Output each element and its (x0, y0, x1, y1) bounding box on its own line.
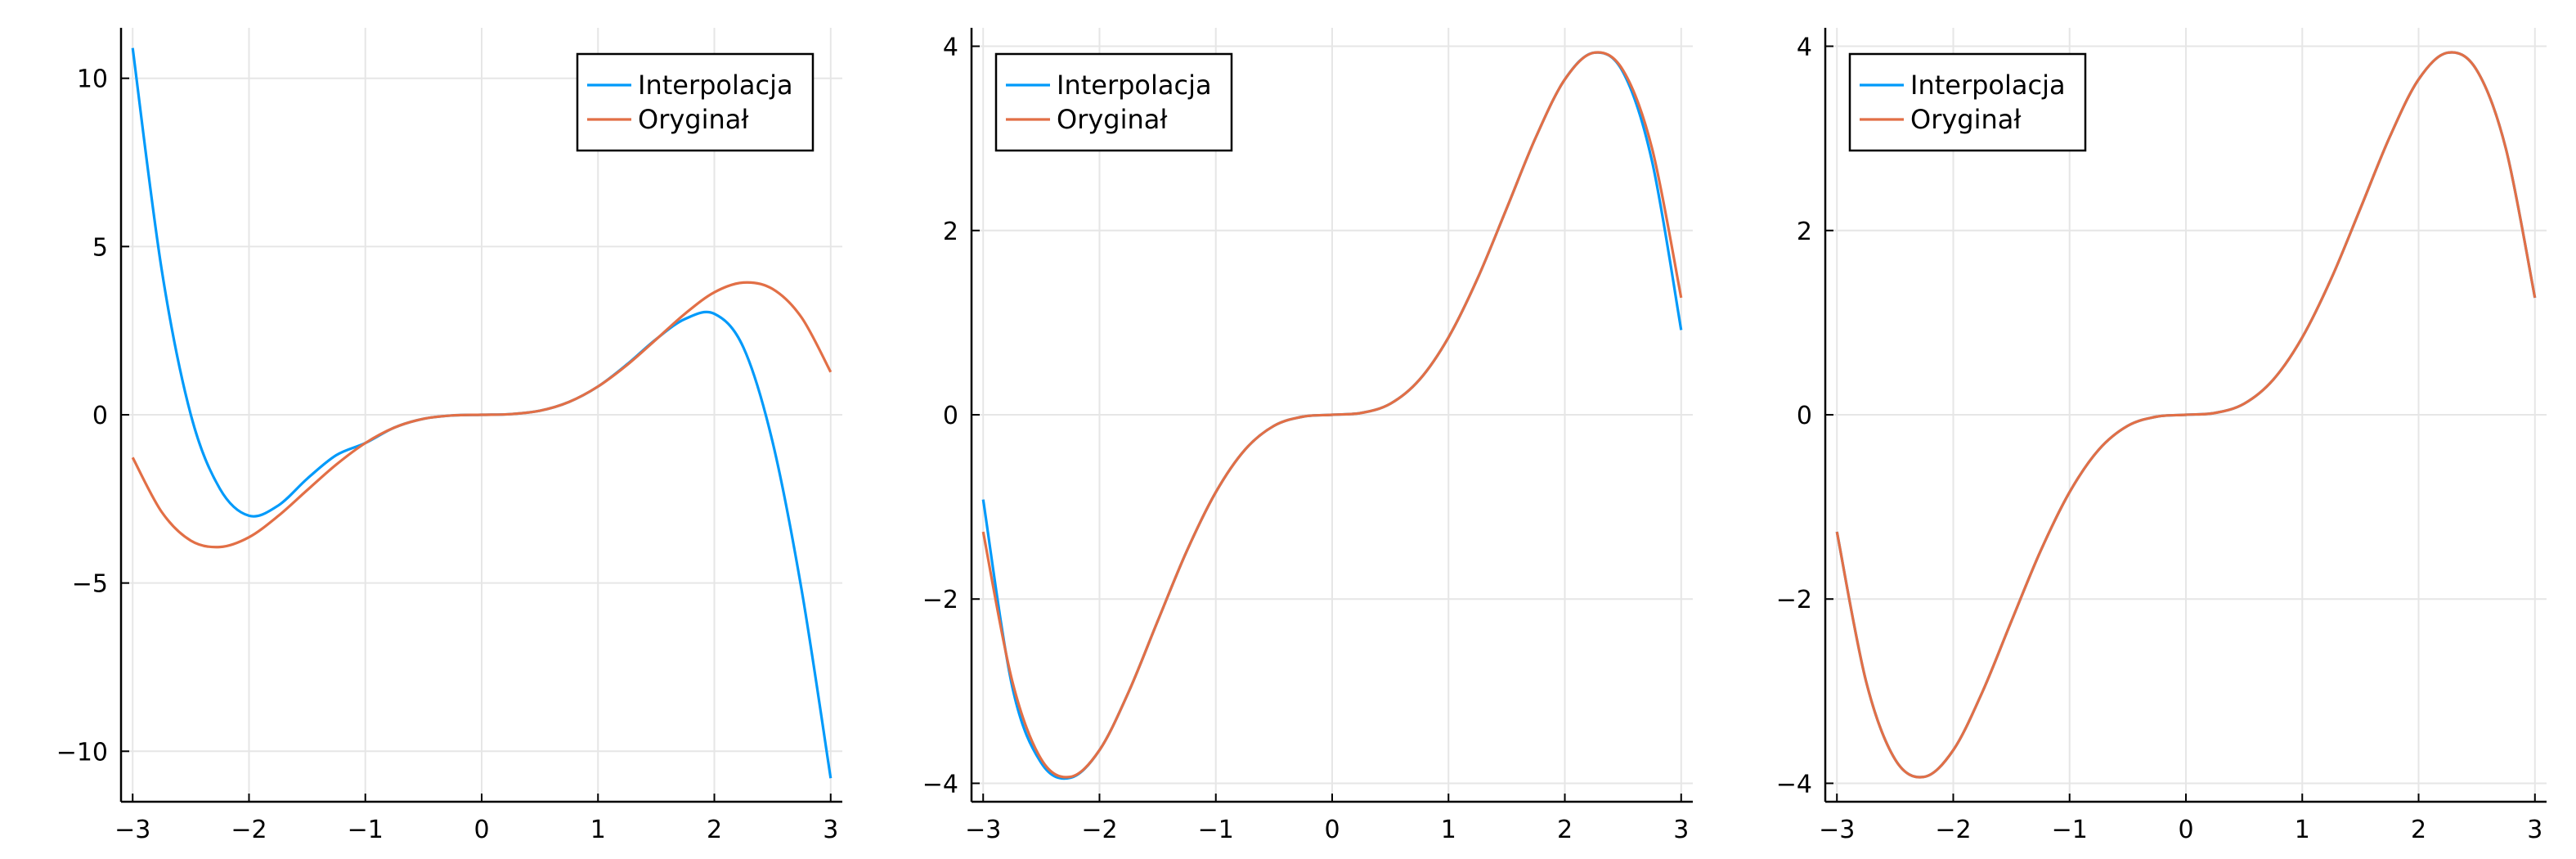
series-line-oryginal (1835, 51, 2537, 779)
x-tick-label: −2 (231, 816, 267, 844)
y-tick-label: 0 (1797, 402, 1812, 430)
x-tick-label: 1 (1441, 816, 1456, 844)
series-line-oryginal (131, 281, 832, 549)
x-tick-label: −3 (1819, 816, 1855, 844)
y-tick-label: −2 (1776, 586, 1812, 614)
legend-label: Interpolacja (1057, 70, 1212, 101)
y-tick-label: 5 (92, 233, 108, 262)
x-tick-label: 3 (1673, 816, 1689, 844)
x-tick-label: 1 (2295, 816, 2310, 844)
legend-label: Interpolacja (1910, 70, 2066, 101)
y-tick-label: 4 (1797, 34, 1812, 62)
x-tick-label: 2 (707, 816, 722, 844)
legend-box (576, 52, 815, 152)
y-tick-label: −4 (1776, 770, 1812, 798)
y-tick-label: 10 (77, 65, 108, 94)
legend-label: Oryginał (1057, 104, 1168, 135)
y-tick-label: 0 (943, 402, 958, 430)
y-tick-label: 0 (92, 402, 108, 430)
x-tick-label: −1 (348, 816, 384, 844)
legend-box (1848, 52, 2087, 152)
x-tick-label: −1 (2052, 816, 2088, 844)
legend-label: Oryginał (1910, 104, 2022, 135)
x-tick-label: −3 (965, 816, 1001, 844)
y-tick-label: 2 (1797, 218, 1812, 246)
x-tick-label: 0 (1324, 816, 1340, 844)
x-tick-label: 2 (2411, 816, 2426, 844)
x-tick-label: 0 (473, 816, 489, 844)
legend-label: Oryginał (638, 104, 749, 135)
y-tick-label: −10 (56, 738, 108, 767)
series-line-oryginal (981, 51, 1683, 779)
x-tick-label: −3 (114, 816, 150, 844)
legend-box (994, 52, 1233, 152)
x-tick-label: 2 (1557, 816, 1573, 844)
x-tick-label: 3 (2527, 816, 2542, 844)
y-tick-label: −4 (922, 770, 958, 798)
legend-label: Interpolacja (638, 70, 793, 101)
y-tick-label: −2 (922, 586, 958, 614)
x-tick-label: 3 (823, 816, 838, 844)
y-tick-label: 4 (943, 34, 958, 62)
x-tick-label: −2 (1081, 816, 1117, 844)
x-tick-label: 1 (590, 816, 606, 844)
x-tick-label: −2 (1935, 816, 1971, 844)
x-tick-label: −1 (1198, 816, 1234, 844)
y-tick-label: −5 (72, 570, 108, 599)
y-tick-label: 2 (943, 218, 958, 246)
x-tick-label: 0 (2178, 816, 2193, 844)
